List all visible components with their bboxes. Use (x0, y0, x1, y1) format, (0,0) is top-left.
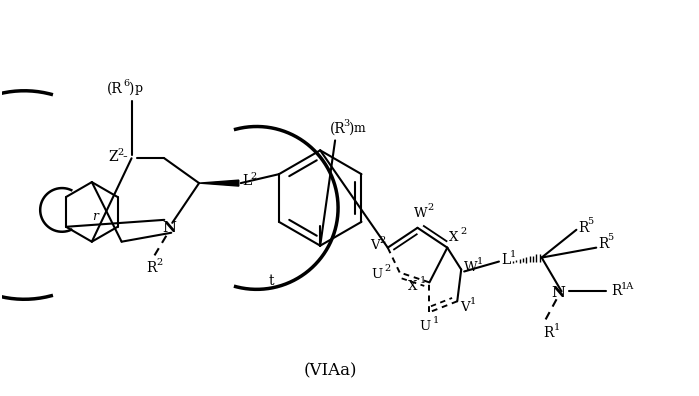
Text: U: U (372, 268, 383, 281)
Text: W: W (414, 208, 427, 221)
Text: 2: 2 (251, 171, 257, 181)
Text: 1A: 1A (621, 282, 634, 291)
Text: 5: 5 (587, 217, 593, 227)
Text: 2: 2 (380, 236, 386, 245)
Text: 6: 6 (124, 79, 130, 88)
Text: ): ) (348, 122, 354, 135)
Text: X: X (408, 280, 417, 293)
Text: 1: 1 (477, 257, 484, 266)
Text: 1: 1 (510, 250, 516, 259)
Text: ): ) (129, 82, 134, 96)
Text: V: V (460, 301, 470, 314)
Text: 2: 2 (428, 204, 433, 212)
Text: R: R (578, 221, 589, 235)
Text: 3: 3 (343, 119, 350, 128)
Text: (R: (R (107, 82, 122, 96)
Text: Z: Z (109, 150, 118, 164)
Text: R: R (544, 326, 554, 340)
Text: (R: (R (330, 122, 346, 135)
Text: 1: 1 (433, 316, 439, 325)
Text: N: N (552, 286, 565, 300)
Text: R: R (611, 284, 621, 298)
Text: 1: 1 (554, 323, 560, 331)
Polygon shape (199, 180, 239, 186)
Text: 1: 1 (419, 276, 426, 285)
Text: t: t (268, 274, 274, 288)
Text: (VIAa): (VIAa) (303, 362, 357, 379)
Text: 2: 2 (117, 148, 124, 157)
Text: R: R (598, 237, 609, 251)
Text: R: R (146, 261, 157, 274)
Text: p: p (134, 82, 143, 95)
Text: 2: 2 (384, 264, 391, 273)
Text: r: r (92, 210, 98, 223)
Text: 1: 1 (470, 297, 477, 306)
Text: X: X (449, 231, 459, 244)
Text: -: - (122, 150, 127, 164)
Text: V: V (370, 239, 380, 252)
Text: W: W (464, 261, 478, 274)
Text: 2: 2 (156, 258, 162, 267)
Text: U: U (419, 320, 431, 333)
Text: 2: 2 (460, 227, 466, 236)
Text: 5: 5 (607, 233, 613, 242)
Text: N: N (162, 221, 176, 235)
Text: L: L (501, 253, 510, 267)
Text: L: L (243, 174, 252, 188)
Text: m: m (354, 122, 366, 135)
